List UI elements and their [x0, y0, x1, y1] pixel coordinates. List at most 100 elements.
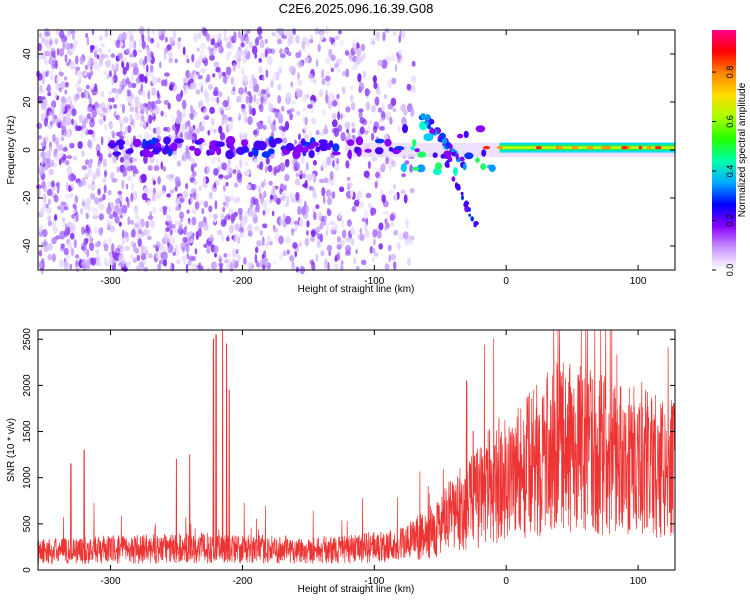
noise-blob: [69, 172, 75, 182]
noise-blob: [378, 125, 385, 131]
noise-blob: [45, 70, 50, 77]
noise-blob: [190, 163, 194, 172]
noise-blob: [364, 263, 368, 269]
noise-blob: [407, 257, 411, 267]
noise-blob: [294, 139, 297, 145]
noise-blob: [290, 81, 294, 88]
noise-blob: [37, 43, 43, 52]
noise-blob: [141, 193, 148, 201]
noise-blob: [111, 97, 115, 103]
noise-blob: [218, 46, 221, 53]
noise-blob: [201, 119, 205, 127]
noise-blob: [341, 219, 344, 228]
noise-blob: [194, 201, 200, 210]
noise-blob: [98, 213, 104, 221]
noise-blob: [131, 182, 134, 191]
noise-blob: [172, 251, 176, 256]
noise-blob: [331, 127, 338, 134]
noise-blob: [118, 254, 125, 262]
y-tick-label: 0: [22, 147, 33, 153]
noise-blob: [318, 39, 323, 44]
signal-blob: [273, 137, 283, 144]
noise-blob: [38, 135, 42, 140]
noise-blob: [235, 52, 239, 61]
noise-blob: [106, 53, 110, 60]
noise-blob: [125, 183, 129, 190]
noise-blob: [168, 84, 174, 91]
noise-blob: [262, 94, 266, 103]
noise-blob: [87, 183, 93, 190]
noise-blob: [317, 238, 321, 247]
noise-blob: [195, 194, 199, 203]
noise-blob: [296, 110, 301, 116]
x-tick-label: 100: [630, 276, 647, 287]
noise-blob: [75, 93, 80, 100]
noise-blob: [89, 46, 94, 54]
noise-blob: [85, 117, 89, 124]
noise-blob: [132, 165, 137, 174]
carrier-peak: [621, 146, 628, 150]
signal-blob: [194, 148, 201, 157]
signal-blob: [315, 146, 321, 153]
noise-blob: [231, 258, 237, 267]
noise-blob: [345, 236, 351, 243]
noise-blob: [370, 132, 375, 141]
noise-blob: [108, 70, 112, 78]
noise-blob: [282, 250, 287, 257]
noise-blob: [157, 263, 162, 271]
noise-blob: [206, 266, 211, 272]
noise-blob: [379, 117, 385, 123]
noise-blob: [304, 179, 308, 189]
carrier-peak: [606, 146, 612, 150]
noise-blob: [249, 79, 254, 85]
x-tick-label: -200: [232, 276, 252, 287]
noise-blob: [282, 137, 288, 144]
noise-blob: [167, 102, 171, 110]
noise-blob: [353, 230, 357, 237]
signal-blob: [416, 164, 426, 173]
noise-blob: [340, 113, 343, 120]
signal-blob: [391, 149, 402, 154]
noise-blob: [87, 204, 91, 213]
noise-blob: [260, 89, 267, 95]
signal-blob: [155, 146, 163, 153]
noise-blob: [74, 254, 80, 259]
signal-blob: [248, 151, 254, 158]
noise-blob: [357, 234, 361, 240]
noise-blob: [202, 221, 206, 230]
noise-blob: [372, 75, 377, 83]
signal-blob: [206, 149, 211, 156]
signal-blob: [424, 114, 431, 121]
noise-blob: [217, 91, 223, 98]
noise-blob: [372, 229, 378, 238]
noise-blob: [253, 129, 258, 135]
noise-blob: [285, 215, 291, 225]
noise-blob: [330, 54, 336, 62]
noise-blob: [229, 224, 234, 234]
noise-blob: [223, 29, 227, 38]
noise-blob: [341, 70, 347, 77]
signal-blob: [328, 140, 334, 148]
noise-blob: [101, 54, 107, 59]
noise-blob: [169, 36, 174, 43]
noise-blob: [279, 216, 283, 224]
noise-blob: [371, 156, 378, 162]
noise-blob: [191, 54, 195, 63]
noise-blob: [83, 88, 87, 95]
noise-blob: [145, 121, 149, 128]
noise-blob: [232, 62, 236, 72]
noise-blob: [55, 182, 60, 188]
noise-blob: [84, 172, 90, 178]
noise-blob: [263, 178, 266, 187]
noise-blob: [127, 260, 132, 266]
noise-blob: [47, 181, 51, 188]
noise-blob: [51, 253, 57, 262]
noise-blob: [162, 206, 167, 216]
noise-blob: [122, 231, 129, 238]
noise-blob: [51, 47, 55, 53]
noise-blob: [213, 182, 217, 189]
noise-blob: [133, 40, 137, 50]
noise-blob: [292, 242, 298, 249]
noise-blob: [103, 115, 106, 122]
noise-blob: [58, 48, 65, 57]
